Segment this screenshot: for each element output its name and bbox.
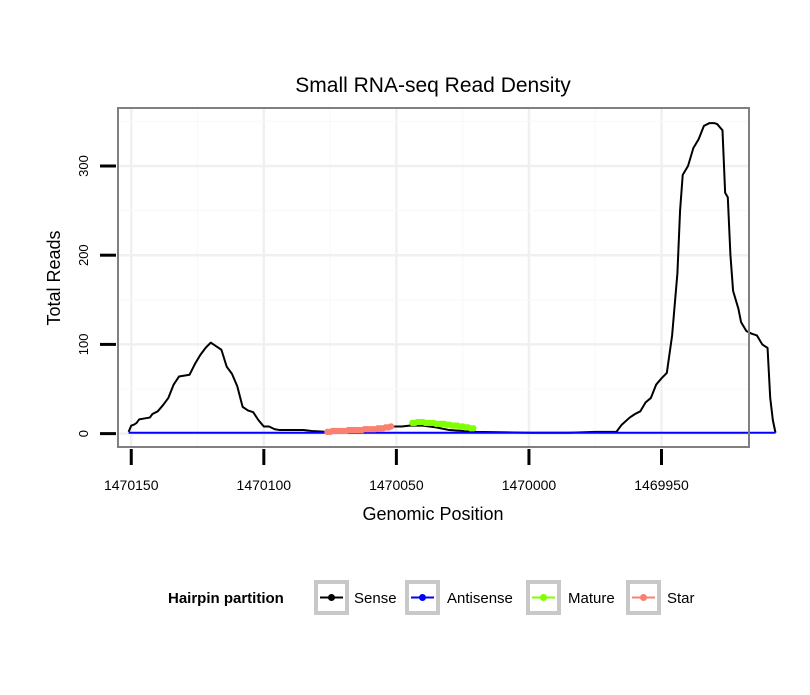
grid-lines: [118, 108, 749, 447]
y-tick-label: 100: [76, 334, 91, 356]
y-tick-label: 200: [76, 244, 91, 266]
x-tick-label: 1470000: [502, 477, 557, 493]
legend-swatch-point-star: [640, 594, 647, 601]
y-tick-label: 300: [76, 155, 91, 177]
data-point-mature: [470, 425, 477, 432]
legend-label-antisense: Antisense: [447, 590, 513, 607]
legend-label-star: Star: [667, 590, 695, 607]
series-line-sense: [127, 122, 777, 434]
legend-swatch-point-mature: [540, 594, 547, 601]
plot-panel-border: [117, 107, 750, 448]
legend-swatch-point-sense: [328, 594, 335, 601]
x-tick-label: 1469950: [634, 477, 689, 493]
x-tick-label: 1470100: [237, 477, 292, 493]
y-tick-label: 0: [76, 430, 91, 437]
data-point-star: [387, 423, 395, 430]
legend-swatch-point-antisense: [419, 594, 426, 601]
legend-label-mature: Mature: [568, 590, 615, 607]
x-tick-label: 1470150: [104, 477, 159, 493]
axes: 1470150 1470100 1470050 1470000 1469950 0 100 2…: [76, 155, 689, 493]
x-axis-label: Genomic Position: [362, 504, 503, 524]
legend-label-sense: Sense: [354, 590, 397, 607]
chart-title: Small RNA-seq Read Density: [295, 74, 571, 97]
x-tick-label: 1470050: [369, 477, 424, 493]
series-layer: [127, 122, 777, 436]
legend-title: Hairpin partition: [168, 590, 284, 607]
y-axis-label: Total Reads: [44, 230, 64, 325]
legend: Hairpin partition Sense Antisense Mature St…: [168, 580, 695, 615]
